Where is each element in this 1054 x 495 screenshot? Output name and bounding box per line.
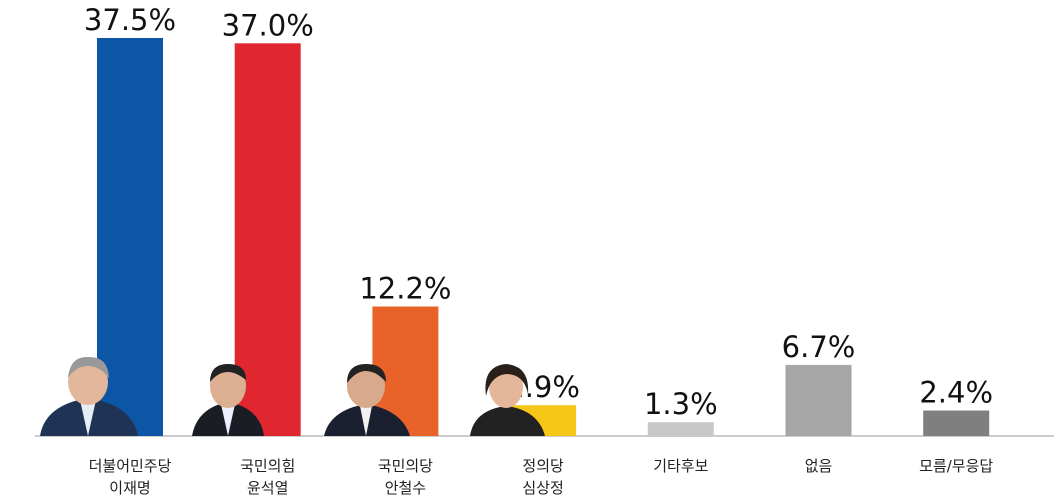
bar [97,38,163,436]
value-label: 1.3% [644,387,718,421]
value-label: 37.5% [84,3,176,37]
value-label: 2.4% [919,376,993,410]
photo [470,364,545,436]
category-label: 정의당 심상정 [522,457,564,495]
bar [647,422,714,436]
candidate-photos [40,356,545,436]
photo [324,364,410,436]
category-label: 더불어민주당 이재명 [88,457,172,495]
category-label: 없음 [804,457,833,475]
category-label: 국민의힘 윤석열 [240,457,296,495]
bar [923,410,990,436]
photo [40,356,138,436]
category-label: 국민의당 안철수 [377,457,433,495]
bar [785,364,852,436]
value-label: 6.7% [782,330,856,364]
value-label: 37.0% [222,8,314,42]
photo [192,364,264,436]
bar [234,43,301,436]
category-label: 기타후보 [653,457,709,475]
value-label: 12.2% [359,272,451,306]
category-label: 모름/무응답 [919,457,994,475]
